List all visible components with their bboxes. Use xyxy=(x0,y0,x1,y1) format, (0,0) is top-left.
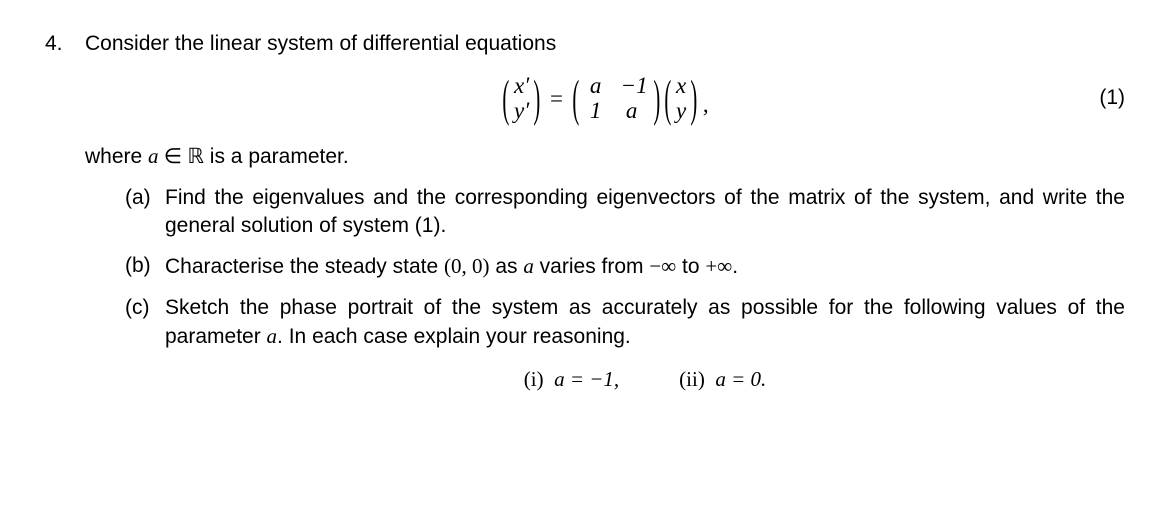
pos-infinity: +∞ xyxy=(705,254,732,278)
case-i: (i) a = −1, xyxy=(524,365,619,393)
case-ii: (ii) a = 0. xyxy=(679,365,766,393)
problem-number: 4. xyxy=(45,30,85,58)
lhs-top: x′ xyxy=(514,73,529,98)
lhs-vector: x′ y′ xyxy=(514,73,529,124)
matrix-cell: −1 xyxy=(621,73,648,98)
part-label: (b) xyxy=(125,252,165,280)
paren-open-icon: ( xyxy=(572,73,579,124)
paren-open-icon: ( xyxy=(503,73,510,124)
paren-close-icon: ) xyxy=(691,73,698,124)
matrix-cell: 1 xyxy=(585,98,607,123)
case-ii-label: (ii) xyxy=(679,367,705,391)
equation-number: (1) xyxy=(1099,84,1125,112)
matrix-row: a −1 xyxy=(585,73,648,98)
case-i-label: (i) xyxy=(524,367,544,391)
element-of: ∈ xyxy=(159,144,188,168)
where-line: where a ∈ ℝ is a parameter. xyxy=(85,142,1125,171)
paren-open-icon: ( xyxy=(665,73,672,124)
intro-text: Consider the linear system of differenti… xyxy=(85,30,1125,58)
equation-row: ( x′ y′ ) = ( a −1 1 xyxy=(85,68,1125,128)
part-label: (c) xyxy=(125,294,165,322)
b-to: to xyxy=(676,255,705,278)
case-list: (i) a = −1, (ii) a = 0. xyxy=(165,365,1125,393)
case-i-expr: a = −1, xyxy=(554,367,619,391)
rhs-bot: y xyxy=(676,98,686,123)
equals-sign: = xyxy=(550,83,563,114)
case-ii-expr: a = 0. xyxy=(715,367,766,391)
param-a: a xyxy=(267,324,278,348)
part-c-text: Sketch the phase portrait of the system … xyxy=(165,294,1125,394)
equation: ( x′ y′ ) = ( a −1 1 xyxy=(501,73,708,124)
matrix-row: 1 a xyxy=(585,98,648,123)
part-b: (b) Characterise the steady state (0, 0)… xyxy=(125,252,1125,281)
neg-infinity: −∞ xyxy=(649,254,676,278)
coefficient-matrix: a −1 1 a xyxy=(585,73,648,124)
trailing-comma: , xyxy=(703,89,709,124)
rhs-top: x xyxy=(676,73,686,98)
subparts: (a) Find the eigenvalues and the corresp… xyxy=(125,184,1125,394)
where-suffix: is a parameter. xyxy=(204,145,349,168)
rhs-vector: x y xyxy=(676,73,686,124)
b-mid: as xyxy=(489,255,523,278)
problem-body: Consider the linear system of differenti… xyxy=(85,30,1125,394)
param-a: a xyxy=(148,144,159,168)
b-mid2: varies from xyxy=(534,255,650,278)
lhs-bot: y′ xyxy=(514,98,529,123)
where-prefix: where xyxy=(85,145,148,168)
matrix-cell: a xyxy=(585,73,607,98)
matrix-cell: a xyxy=(621,98,643,123)
part-b-text: Characterise the steady state (0, 0) as … xyxy=(165,252,1125,281)
page: 4. Consider the linear system of differe… xyxy=(0,0,1170,414)
part-c: (c) Sketch the phase portrait of the sys… xyxy=(125,294,1125,394)
problem-row: 4. Consider the linear system of differe… xyxy=(45,30,1125,394)
c-post: . In each case explain your reasoning. xyxy=(277,325,631,348)
b-pre: Characterise the steady state xyxy=(165,255,444,278)
real-set: ℝ xyxy=(187,144,204,168)
paren-close-icon: ) xyxy=(534,73,541,124)
part-a-text: Find the eigenvalues and the correspondi… xyxy=(165,184,1125,241)
part-a: (a) Find the eigenvalues and the corresp… xyxy=(125,184,1125,241)
steady-state-point: (0, 0) xyxy=(444,254,490,278)
b-period: . xyxy=(732,255,738,278)
paren-close-icon: ) xyxy=(653,73,660,124)
part-label: (a) xyxy=(125,184,165,212)
param-a: a xyxy=(523,254,534,278)
